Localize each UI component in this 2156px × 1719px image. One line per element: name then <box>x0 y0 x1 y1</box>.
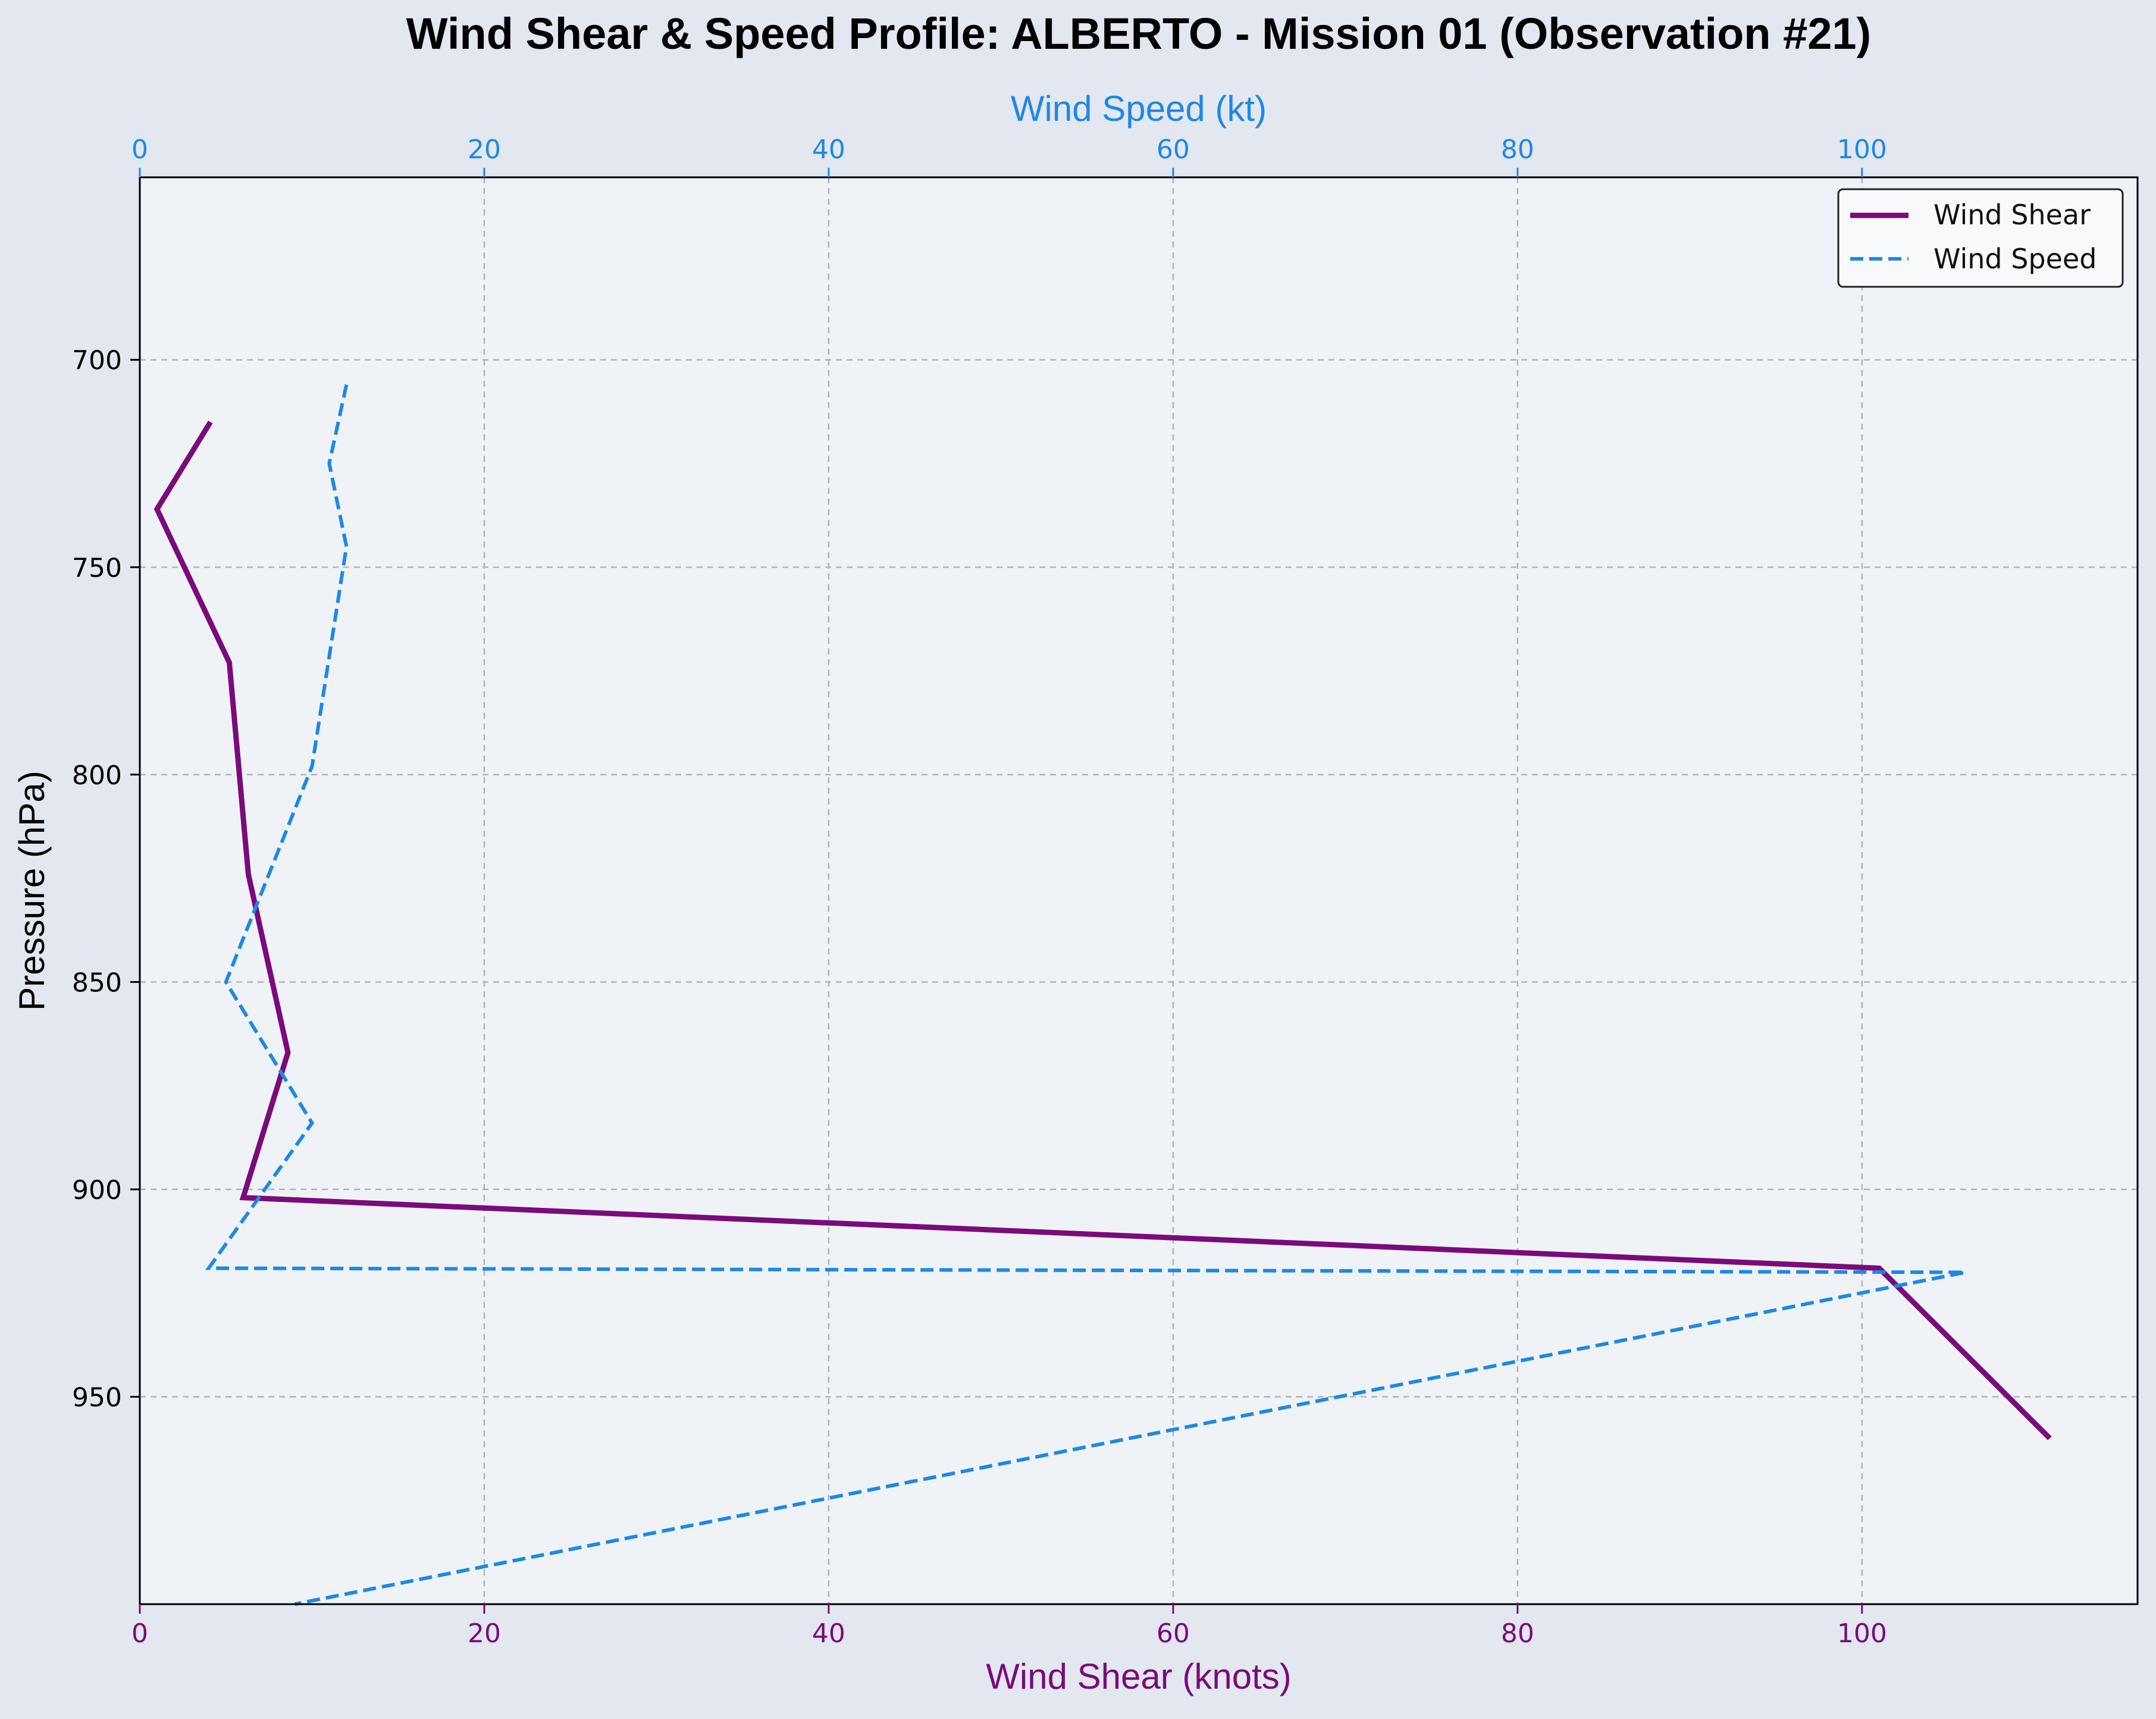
left-axis-label: Pressure (hPa) <box>12 771 52 1010</box>
left-tick-label: 950 <box>72 1382 122 1413</box>
legend-label-wind-shear: Wind Shear <box>1933 199 2091 231</box>
top-tick-label: 20 <box>468 134 501 165</box>
bottom-axis-label: Wind Shear (knots) <box>986 1657 1292 1696</box>
tick-layer: 0 20 40 60 80 100 0 20 40 60 80 100 700 750 800 850 900 9… <box>72 134 1887 1649</box>
chart-title: Wind Shear & Speed Profile: ALBERTO - Mi… <box>406 9 1871 58</box>
legend-box <box>1837 188 2124 288</box>
left-tick-label: 800 <box>72 760 122 791</box>
bottom-tick-label: 60 <box>1157 1618 1190 1649</box>
legend-label-wind-speed: Wind Speed <box>1933 243 2097 275</box>
bottom-tick-label: 20 <box>468 1618 501 1649</box>
top-tick-label: 60 <box>1157 134 1190 165</box>
top-axis-label: Wind Speed (kt) <box>1011 89 1267 129</box>
plot-area <box>140 177 2138 1604</box>
wind-shear-line <box>153 420 2052 1441</box>
plot-frame <box>139 176 2139 1605</box>
top-tick-label: 40 <box>812 134 845 165</box>
legend: Wind Shear Wind Speed <box>1837 188 2124 288</box>
wind-speed-line <box>205 384 1966 1606</box>
series-layer <box>153 384 2052 1606</box>
left-tick-label: 900 <box>72 1175 122 1206</box>
top-tick-label: 80 <box>1501 134 1534 165</box>
top-tick-label: 0 <box>131 134 148 165</box>
bottom-tick-label: 100 <box>1837 1618 1887 1649</box>
left-tick-label: 700 <box>72 346 122 376</box>
bottom-tick-label: 80 <box>1501 1618 1534 1649</box>
left-tick-label: 850 <box>72 967 122 998</box>
bottom-tick-label: 40 <box>812 1618 845 1649</box>
top-tick-label: 100 <box>1837 134 1887 165</box>
left-tick-label: 750 <box>72 553 122 583</box>
grid <box>139 177 2138 1604</box>
bottom-tick-label: 0 <box>131 1618 148 1649</box>
